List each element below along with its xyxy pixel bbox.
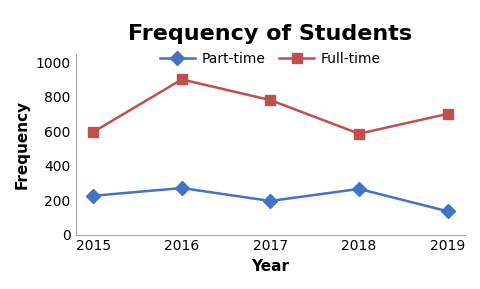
Part-time [355,187,361,191]
Legend: Part-time, Full-time: Part-time, Full-time [154,46,386,71]
Line: Full-time: Full-time [88,75,452,139]
Full-time [444,112,450,116]
Part-time [90,194,96,197]
Y-axis label: Frequency: Frequency [15,99,30,189]
X-axis label: Year: Year [251,259,289,274]
Full-time [179,78,184,81]
Part-time [444,210,450,213]
Full-time [90,130,96,134]
Full-time [355,132,361,136]
Part-time [179,186,184,190]
Line: Part-time: Part-time [88,183,452,216]
Part-time [267,199,273,203]
Full-time [267,98,273,102]
Title: Frequency of Students: Frequency of Students [128,24,412,44]
